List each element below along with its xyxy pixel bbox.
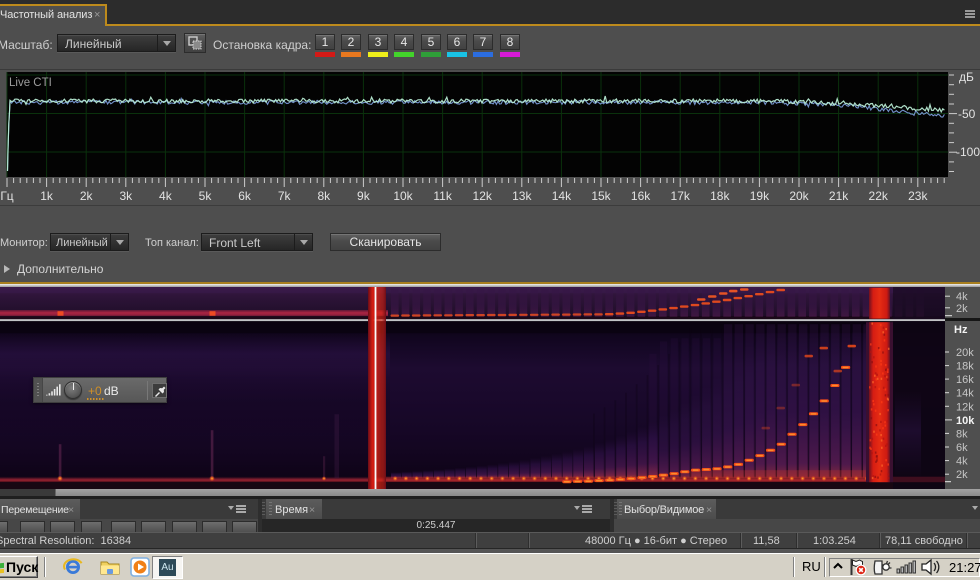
svg-text:13k: 13k xyxy=(512,189,532,203)
svg-text:10k: 10k xyxy=(393,189,413,203)
svg-text:Live CTI: Live CTI xyxy=(9,77,52,89)
svg-text:4k: 4k xyxy=(159,189,173,203)
svg-text:16k: 16k xyxy=(956,374,974,386)
svg-text:5k: 5k xyxy=(199,189,213,203)
svg-text:23k: 23k xyxy=(908,189,928,203)
svg-text:9k: 9k xyxy=(357,189,371,203)
svg-text:17k: 17k xyxy=(671,189,691,203)
svg-text:12k: 12k xyxy=(473,189,493,203)
svg-text:Гц: Гц xyxy=(0,189,13,203)
svg-text:3k: 3k xyxy=(119,189,133,203)
svg-text:19k: 19k xyxy=(750,189,770,203)
svg-text:6k: 6k xyxy=(238,189,252,203)
svg-text:15k: 15k xyxy=(591,189,611,203)
svg-text:7k: 7k xyxy=(278,189,292,203)
svg-text:4k: 4k xyxy=(956,456,968,468)
svg-text:10k: 10k xyxy=(956,415,975,427)
svg-text:2k: 2k xyxy=(80,189,94,203)
svg-text:дБ: дБ xyxy=(959,70,974,84)
svg-text:-50: -50 xyxy=(958,107,976,121)
svg-text:16k: 16k xyxy=(631,189,651,203)
svg-text:20k: 20k xyxy=(789,189,809,203)
svg-text:4k: 4k xyxy=(956,291,968,303)
svg-text:20k: 20k xyxy=(956,347,974,359)
svg-text:14k: 14k xyxy=(956,388,974,400)
svg-text:18k: 18k xyxy=(710,189,730,203)
svg-text:21k: 21k xyxy=(829,189,849,203)
svg-text:18k: 18k xyxy=(956,361,974,373)
svg-text:11k: 11k xyxy=(433,189,452,203)
svg-text:8k: 8k xyxy=(956,428,968,440)
svg-text:2k: 2k xyxy=(956,303,968,315)
svg-text:14k: 14k xyxy=(552,189,572,203)
svg-text:Hz: Hz xyxy=(954,324,968,336)
svg-text:6k: 6k xyxy=(956,442,968,454)
svg-text:2k: 2k xyxy=(956,469,968,481)
svg-text:1k: 1k xyxy=(40,189,54,203)
svg-text:-100: -100 xyxy=(956,145,980,159)
svg-text:12k: 12k xyxy=(956,401,974,413)
svg-text:8k: 8k xyxy=(317,189,331,203)
svg-text:22k: 22k xyxy=(869,189,889,203)
